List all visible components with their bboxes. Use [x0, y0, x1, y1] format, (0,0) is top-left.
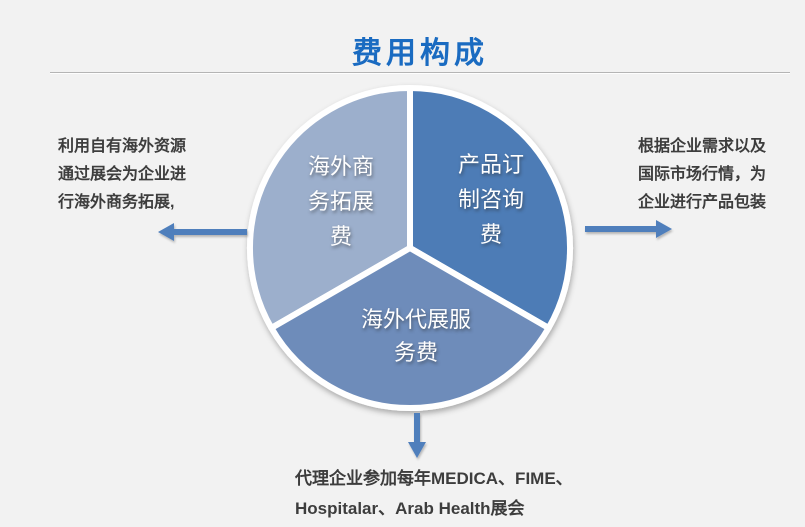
annotation-bottom: 代理企业参加每年MEDICA、FIME、 Hospitalar、Arab Hea… — [295, 469, 573, 518]
arrow-down-icon — [408, 413, 426, 458]
title-divider — [50, 72, 790, 73]
pie-segment-overseas-exhibition-agency — [268, 245, 552, 412]
page-title: 费用构成 — [352, 37, 488, 70]
annotation-right: 根据企业需求以及 国际市场行情，为 企业进行产品包装 — [638, 138, 767, 211]
arrow-left-icon — [158, 223, 247, 241]
annotation-left: 利用自有海外资源 通过展会为企业进 行海外商务拓展, — [58, 138, 187, 211]
arrow-right-icon — [585, 220, 672, 238]
